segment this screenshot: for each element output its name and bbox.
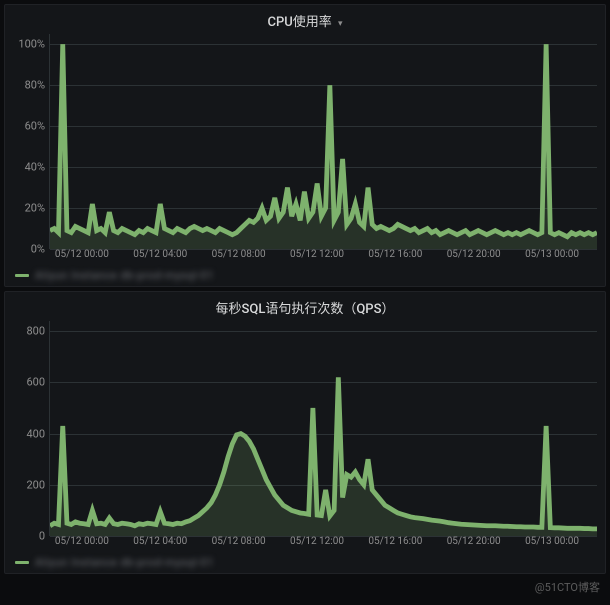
chart-panel-cpu: CPU使用率 ▾0%20%40%60%80%100%05/12 00:0005/… (4, 4, 606, 287)
x-axis: 05/12 00:00 05/12 04:00 05/12 08:00 05/12 1… (49, 249, 597, 265)
chart-series (50, 321, 597, 536)
plot-area (49, 321, 597, 536)
legend-cpu[interactable]: Aliyun Instance db-prod-mysql-01 (13, 269, 597, 282)
y-tick-label: 600 (26, 376, 45, 389)
y-tick-label: 100% (18, 38, 45, 51)
x-tick-label: 05/12 08:00 (212, 536, 266, 547)
y-tick-label: 20% (25, 202, 45, 215)
x-tick-label: 05/12 00:00 (55, 249, 109, 260)
plot-area (49, 34, 597, 249)
chart-title-cpu[interactable]: CPU使用率 ▾ (13, 11, 597, 34)
x-tick-label: 05/12 12:00 (290, 249, 344, 260)
y-tick-label: 0% (31, 243, 45, 256)
chart-plot-cpu[interactable]: 0%20%40%60%80%100% (13, 34, 597, 249)
x-tick-label: 05/12 16:00 (368, 536, 422, 547)
legend-label: Aliyun Instance db-prod-mysql-01 (35, 556, 214, 569)
x-tick-label: 05/12 08:00 (212, 249, 266, 260)
x-tick-label: 05/12 00:00 (55, 536, 109, 547)
y-tick-label: 800 (26, 325, 45, 338)
x-tick-label: 05/12 16:00 (368, 249, 422, 260)
x-tick-label: 05/13 00:00 (525, 536, 579, 547)
x-tick-label: 05/12 20:00 (447, 249, 501, 260)
x-tick-label: 05/12 12:00 (290, 536, 344, 547)
y-tick-label: 80% (25, 79, 45, 92)
chart-series (50, 34, 597, 249)
legend-label: Aliyun Instance db-prod-mysql-01 (35, 269, 214, 282)
legend-qps[interactable]: Aliyun Instance db-prod-mysql-01 (13, 556, 597, 569)
x-tick-label: 05/12 20:00 (447, 536, 501, 547)
legend-swatch (15, 561, 29, 564)
y-axis: 0%20%40%60%80%100% (13, 34, 49, 249)
legend-swatch (15, 274, 29, 277)
chart-panel-qps: 每秒SQL语句执行次数（QPS） 0 200 400 600 800 05/12 00:00… (4, 291, 606, 574)
chart-plot-qps[interactable]: 0200400600800 (13, 321, 597, 536)
y-tick-label: 0 (39, 530, 45, 543)
chart-title-qps[interactable]: 每秒SQL语句执行次数（QPS） (13, 298, 597, 321)
y-tick-label: 40% (25, 161, 45, 174)
x-tick-label: 05/12 04:00 (133, 249, 187, 260)
chevron-down-icon: ▾ (338, 19, 343, 29)
watermark-text: @51CTO博客 (535, 579, 600, 595)
x-axis: 05/12 00:00 05/12 04:00 05/12 08:00 05/12 1… (49, 536, 597, 552)
y-tick-label: 400 (26, 427, 45, 440)
x-tick-label: 05/12 04:00 (133, 536, 187, 547)
x-tick-label: 05/13 00:00 (525, 249, 579, 260)
y-tick-label: 200 (26, 478, 45, 491)
y-tick-label: 60% (25, 120, 45, 133)
y-axis: 0200400600800 (13, 321, 49, 536)
